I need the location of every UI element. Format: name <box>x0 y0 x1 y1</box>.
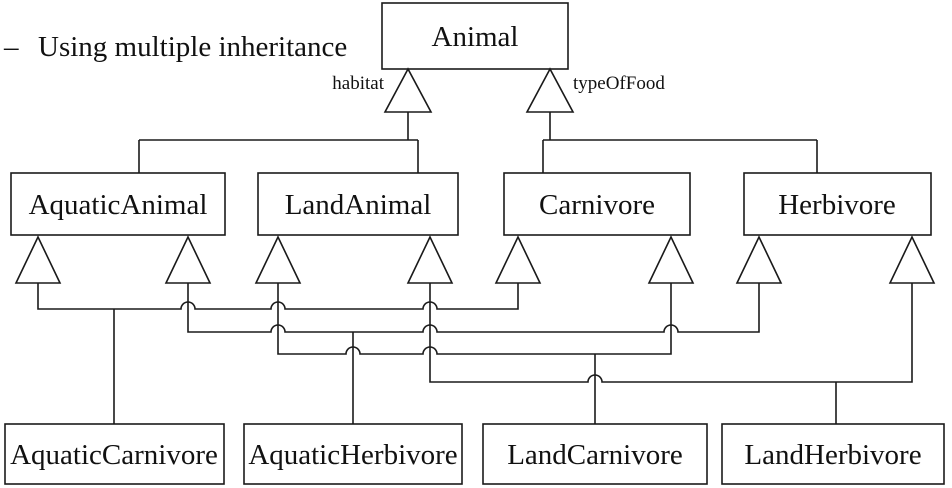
class-land-animal-box <box>257 172 459 236</box>
class-aquatic-carnivore-box <box>4 423 225 485</box>
discriminator-typeoffood: typeOfFood <box>573 73 665 94</box>
generalization-arrow-habitat <box>383 67 433 113</box>
generalization-arrow-aquatic-animal-2 <box>164 235 212 284</box>
heading-text: Using multiple inheritance <box>38 31 347 63</box>
heading-dash: – <box>3 31 19 63</box>
generalization-arrow-land-animal-2 <box>406 235 454 284</box>
class-land-herbivore-label: LandHerbivore <box>744 439 921 471</box>
connector-land-carnivore <box>277 283 672 424</box>
connector-typeoffood-branch <box>542 112 818 173</box>
class-carnivore-box <box>503 172 691 236</box>
connector-land-herbivore <box>429 283 913 424</box>
class-aquatic-animal-box <box>10 172 226 236</box>
discriminator-habitat: habitat <box>332 73 384 94</box>
class-land-animal-label: LandAnimal <box>285 189 432 221</box>
class-land-herbivore-box <box>721 423 945 485</box>
generalization-arrow-herbivore-1 <box>735 235 783 284</box>
class-aquatic-herbivore-label: AquaticHerbivore <box>248 439 457 471</box>
connector-habitat-branch <box>138 112 419 173</box>
generalization-arrow-herbivore-2 <box>888 235 936 284</box>
class-animal-box <box>381 2 569 70</box>
class-aquatic-animal-label: AquaticAnimal <box>29 189 208 221</box>
class-herbivore-box <box>743 172 932 236</box>
class-aquatic-carnivore-label: AquaticCarnivore <box>10 439 218 471</box>
class-land-carnivore-label: LandCarnivore <box>507 439 683 471</box>
class-herbivore-label: Herbivore <box>778 189 896 221</box>
generalization-arrow-typeoffood <box>525 67 575 113</box>
class-land-carnivore-box <box>482 423 708 485</box>
generalization-arrow-carnivore-2 <box>647 235 695 284</box>
class-aquatic-herbivore-box <box>243 423 463 485</box>
class-carnivore-label: Carnivore <box>539 189 655 221</box>
class-animal-label: Animal <box>432 21 519 53</box>
generalization-arrow-land-animal-1 <box>254 235 302 284</box>
generalization-arrow-carnivore-1 <box>494 235 542 284</box>
generalization-arrow-aquatic-animal-1 <box>14 235 62 284</box>
